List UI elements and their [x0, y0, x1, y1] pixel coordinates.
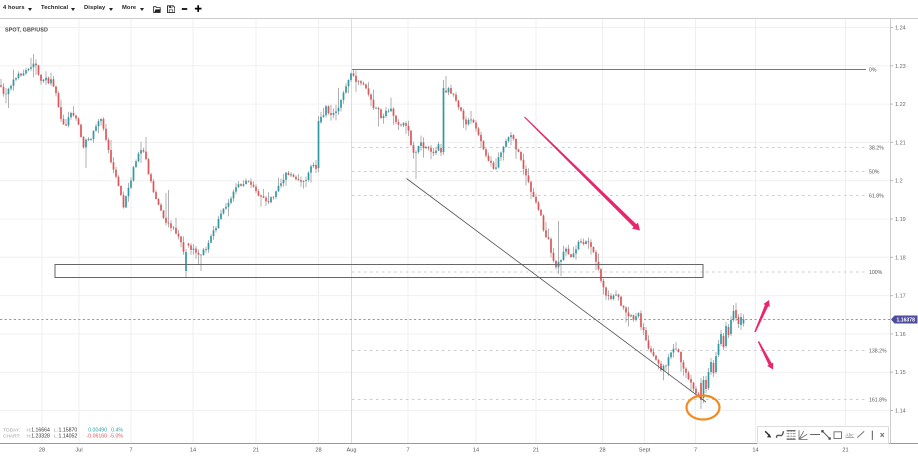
svg-text:14: 14 — [752, 448, 758, 454]
svg-text:0.4%: 0.4% — [111, 427, 123, 433]
svg-text:Abc: Abc — [844, 432, 854, 438]
svg-text:7: 7 — [406, 448, 409, 454]
svg-text:1.19: 1.19 — [895, 217, 906, 223]
svg-text:1.15870: 1.15870 — [59, 427, 78, 433]
svg-text:TODAY:: TODAY: — [3, 427, 20, 433]
svg-text:1.2: 1.2 — [895, 179, 903, 185]
svg-text:Aug: Aug — [347, 448, 357, 454]
svg-text:SPOT, GBP/USD: SPOT, GBP/USD — [5, 28, 48, 34]
svg-text:L:: L: — [54, 427, 58, 433]
svg-text:1.23: 1.23 — [895, 64, 906, 70]
svg-text:14: 14 — [473, 448, 479, 454]
svg-text:1.16378: 1.16378 — [897, 318, 916, 324]
svg-text:1.23328: 1.23328 — [31, 434, 50, 440]
svg-text:1.15: 1.15 — [895, 370, 906, 376]
svg-text:1.22: 1.22 — [895, 102, 906, 108]
svg-text:7: 7 — [129, 448, 132, 454]
svg-text:161.8%: 161.8% — [869, 398, 887, 404]
svg-text:-5.0%: -5.0% — [109, 434, 123, 440]
svg-text:7: 7 — [694, 448, 697, 454]
svg-text:138.2%: 138.2% — [869, 349, 887, 355]
svg-text:14: 14 — [190, 448, 196, 454]
svg-text:28: 28 — [39, 448, 45, 454]
svg-text:28: 28 — [599, 448, 605, 454]
svg-text:61.8%: 61.8% — [869, 194, 884, 200]
svg-text:H:: H: — [27, 427, 32, 433]
svg-text:L:: L: — [54, 434, 58, 440]
svg-text:1.21: 1.21 — [895, 140, 906, 146]
svg-text:CHART:: CHART: — [3, 434, 20, 440]
svg-text:1.14052: 1.14052 — [59, 434, 78, 440]
svg-text:1.17: 1.17 — [895, 294, 906, 300]
svg-text:28: 28 — [315, 448, 321, 454]
svg-text:38.2%: 38.2% — [869, 146, 884, 152]
svg-text:0%: 0% — [869, 68, 877, 74]
svg-text:1.16664: 1.16664 — [31, 427, 50, 433]
svg-text:1.14: 1.14 — [895, 409, 906, 415]
svg-text:1.16: 1.16 — [895, 332, 906, 338]
svg-text:21: 21 — [533, 448, 539, 454]
svg-text:21: 21 — [842, 448, 848, 454]
svg-text:21: 21 — [253, 448, 259, 454]
svg-text:-0.06160: -0.06160 — [87, 434, 108, 440]
svg-text:Sept: Sept — [639, 448, 651, 454]
svg-text:50%: 50% — [869, 170, 880, 176]
svg-text:0.00490: 0.00490 — [88, 427, 107, 433]
svg-text:1.24: 1.24 — [895, 26, 906, 32]
svg-text:100%: 100% — [869, 270, 883, 276]
svg-text:H:: H: — [27, 434, 32, 440]
svg-text:1.18: 1.18 — [895, 255, 906, 261]
svg-text:Jul: Jul — [75, 448, 82, 454]
